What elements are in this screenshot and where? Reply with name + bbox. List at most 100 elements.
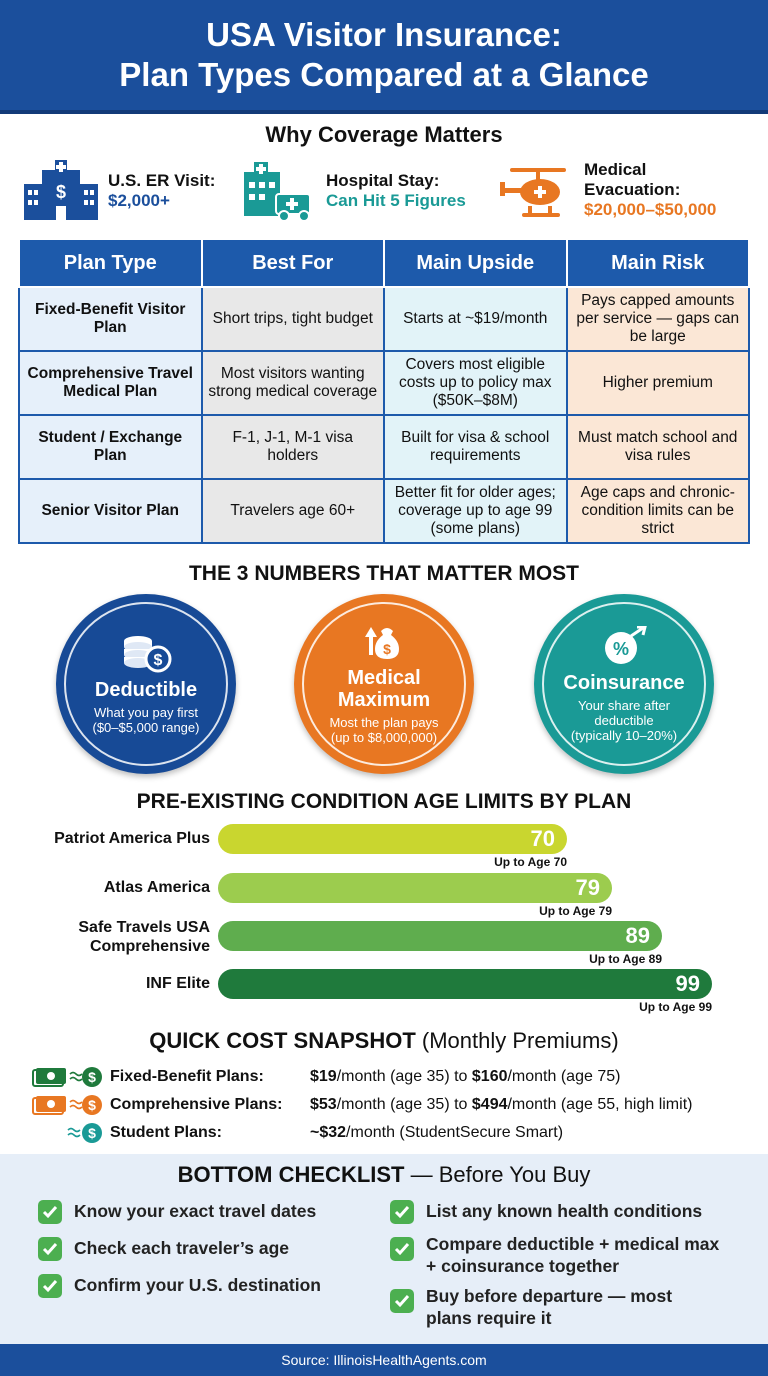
money-bag-icon: $: [365, 627, 399, 659]
svg-text:$: $: [56, 182, 66, 202]
checklist-text: Know your exact travel dates: [74, 1201, 317, 1221]
cash-dollar-icon: $: [32, 1067, 102, 1087]
table-header: Main Risk: [565, 238, 750, 288]
cost-title-bold: QUICK COST SNAPSHOT: [149, 1028, 416, 1053]
check-icon: [38, 1274, 62, 1298]
plan-name: Patriot America Plus: [54, 830, 210, 847]
deductible-title: Deductible: [94, 679, 198, 701]
stat-er-label: U.S. ER Visit:: [108, 171, 216, 190]
age-bar-label: Up to Age 89: [589, 952, 662, 966]
medical-maximum-desc-2: (up to $8,000,000): [330, 730, 438, 745]
checklist-text: Compare deductible + medical max: [426, 1234, 720, 1254]
stat-evac-label-2: Evacuation:: [584, 180, 681, 199]
checklist-item: Know your exact travel dates: [38, 1200, 316, 1224]
check-icon: [38, 1200, 62, 1224]
page-title-line2: Plan Types Compared at a Glance: [119, 56, 649, 93]
coinsurance-desc-1: Your share after: [577, 697, 671, 713]
plan-name: INF Elite: [145, 975, 210, 992]
plan-name-line1: Safe Travels USA: [78, 919, 210, 936]
table-cell: Built for visa & school requirements: [383, 414, 568, 480]
age-bar-label: Up to Age 70: [494, 855, 567, 869]
table-cell: F-1, J-1, M-1 visa holders: [200, 414, 385, 480]
cost-row-fixed: $ Fixed-Benefit Plans: $19/month (age 35…: [30, 1065, 620, 1089]
plan-comparison-table: Plan Type Best For Main Upside Main Risk…: [18, 238, 750, 544]
numbers-section-title: THE 3 NUMBERS THAT MATTER MOST: [188, 562, 580, 585]
check-icon: [390, 1200, 414, 1224]
checklist-item: Compare deductible + medical max + coins…: [390, 1233, 719, 1277]
table-header-row: Plan Type Best For Main Upside Main Risk: [18, 238, 750, 288]
cost-label: Comprehensive Plans:: [110, 1096, 283, 1113]
coins-icon: $: [124, 636, 172, 673]
coinsurance-desc-3: (typically 10–20%): [570, 727, 678, 743]
table-cell: Most visitors wanting strong medical cov…: [200, 350, 385, 416]
check-icon: [390, 1237, 414, 1261]
table-header: Best For: [200, 238, 385, 288]
checklist-panel: [0, 1154, 768, 1344]
age-bar-value: 70: [530, 826, 555, 851]
age-bar: [218, 921, 662, 951]
checklist-item: Check each traveler’s age: [38, 1237, 289, 1261]
checklist-text: Confirm your U.S. destination: [74, 1275, 321, 1295]
coinsurance-desc-2: deductible: [594, 712, 654, 728]
cost-title-rest: (Monthly Premiums): [421, 1028, 619, 1053]
age-bar: [218, 873, 612, 903]
svg-text:$: $: [88, 1069, 96, 1085]
cost-price: ~$32: [310, 1124, 347, 1141]
checklist-text: List any known health conditions: [426, 1201, 703, 1221]
cost-text: /month (age 75): [507, 1068, 621, 1085]
cost-price: $53: [310, 1096, 337, 1113]
svg-text:$: $: [154, 652, 163, 669]
source-footer: Source: IllinoisHealthAgents.com: [0, 1344, 768, 1376]
stat-hospital-stay: Hospital Stay: Can Hit 5 Figures: [238, 160, 466, 222]
why-coverage-title: Why Coverage Matters: [265, 122, 503, 147]
stat-hospital-label: Hospital Stay:: [326, 171, 440, 190]
cost-row-student: $ Student Plans: ~$32/month (StudentSecu…: [30, 1121, 563, 1145]
coinsurance-title: Coinsurance: [563, 671, 685, 694]
stat-er-visit: $ U.S. ER Visit: $2,000+: [22, 160, 215, 222]
cost-price: $494: [471, 1096, 508, 1113]
cost-price: $19: [310, 1068, 337, 1085]
svg-text:$: $: [88, 1097, 96, 1113]
stat-medical-evacuation: Medical Evacuation: $20,000–$50,000: [500, 160, 716, 220]
deductible-circle: $ Deductible What you pay first ($0–$5,0…: [56, 594, 236, 774]
medical-maximum-title-1: Medical: [347, 667, 421, 689]
age-bar-value: 89: [625, 923, 650, 948]
deductible-desc-2: ($0–$5,000 range): [92, 720, 200, 735]
deductible-desc-1: What you pay first: [93, 705, 199, 720]
medical-maximum-desc-1: Most the plan pays: [329, 715, 439, 730]
checklist-item: List any known health conditions: [390, 1200, 702, 1224]
table-row: Senior Visitor Plan Travelers age 60+ Be…: [18, 478, 750, 544]
plan-name: Atlas America: [103, 879, 210, 896]
checklist-item: Buy before departure — most plans requir…: [390, 1285, 672, 1329]
cost-label: Student Plans:: [110, 1124, 223, 1141]
table-cell: Pays capped amounts per service — gaps c…: [565, 286, 750, 352]
checklist-text: Buy before departure — most: [426, 1286, 673, 1306]
table-row: Comprehensive Travel Medical Plan Most v…: [18, 350, 750, 416]
hospital-ambulance-icon: [244, 162, 311, 222]
svg-text:$: $: [383, 641, 391, 657]
table-cell: Travelers age 60+: [200, 478, 385, 544]
cost-text: /month (age 35) to: [336, 1068, 472, 1085]
age-bar: [218, 824, 567, 854]
cost-price: $160: [471, 1068, 508, 1085]
age-bar-label: Up to Age 99: [639, 1000, 712, 1014]
table-cell: Student / Exchange Plan: [18, 414, 203, 480]
svg-text:%: %: [613, 639, 629, 659]
checklist-text: + coinsurance together: [426, 1256, 620, 1276]
stat-er-value: $2,000+: [108, 191, 170, 210]
table-row: Fixed-Benefit Visitor Plan Short trips, …: [18, 286, 750, 352]
table-cell: Must match school and visa rules: [565, 414, 750, 480]
svg-text:$: $: [88, 1125, 96, 1141]
stat-evac-label-1: Medical: [584, 160, 647, 179]
age-bar-value: 79: [575, 875, 600, 900]
cost-text: /month (age 35) to: [336, 1096, 472, 1113]
table-cell: Short trips, tight budget: [200, 286, 385, 352]
checklist-text: plans require it: [426, 1308, 552, 1328]
table-cell: Covers most eligible costs up to policy …: [383, 350, 568, 416]
page-title-line1: USA Visitor Insurance:: [206, 16, 562, 53]
stat-hospital-value: Can Hit 5 Figures: [326, 191, 466, 210]
coinsurance-circle: % Coinsurance Your share after deductibl…: [534, 594, 714, 774]
medical-maximum-title-2: Maximum: [337, 689, 431, 711]
table-cell: Higher premium: [565, 350, 750, 416]
dollar-icon: $: [67, 1123, 102, 1143]
